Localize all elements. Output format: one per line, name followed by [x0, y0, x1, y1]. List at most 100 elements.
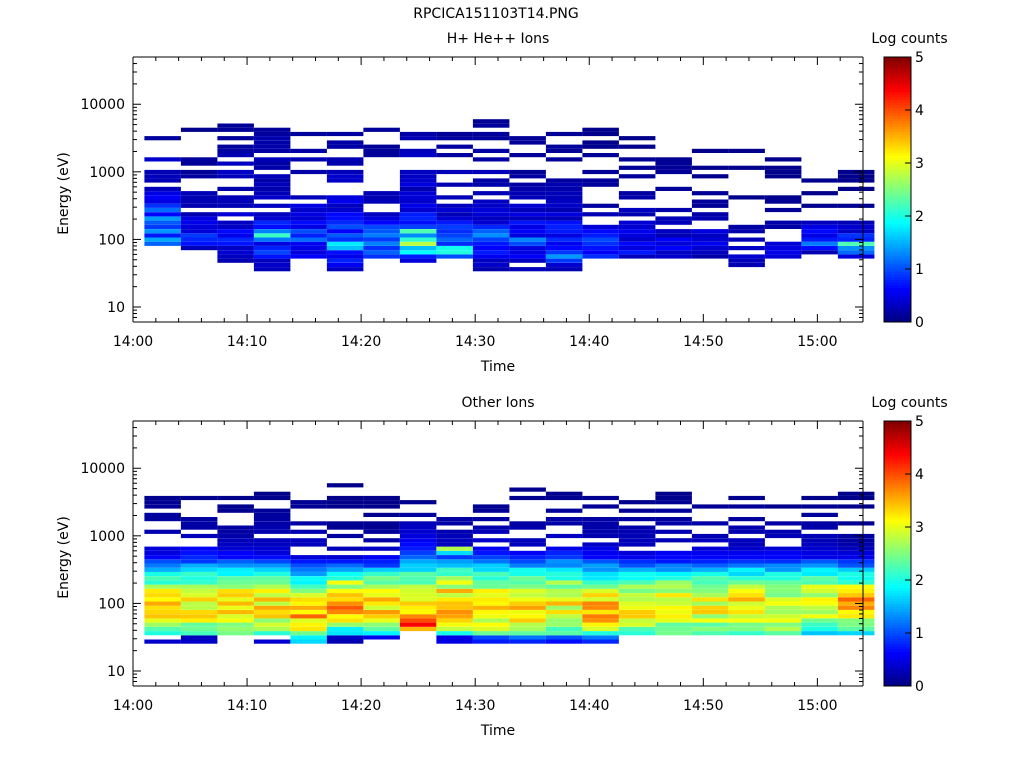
x-tick-label: 14:10 [227, 698, 267, 714]
heatmap-cell [728, 605, 765, 610]
heatmap-cell [728, 588, 765, 593]
heatmap-cell [509, 267, 546, 272]
heatmap-cell [691, 538, 729, 543]
heatmap-cell [290, 504, 327, 509]
heatmap-cell [326, 262, 364, 268]
heatmap-cell [837, 495, 875, 501]
heatmap-cell [472, 538, 510, 543]
heatmap-cell [618, 550, 656, 555]
heatmap-cell [801, 546, 838, 551]
heatmap-cell [436, 182, 473, 187]
heatmap-cell [801, 521, 838, 526]
heatmap-cell [582, 246, 619, 251]
x-tick-label: 14:10 [227, 334, 267, 350]
heatmap-cell [253, 597, 291, 602]
heatmap-cell [582, 542, 619, 547]
colorbar-swatch [884, 271, 911, 275]
colorbar-swatch [884, 421, 911, 425]
heatmap-cell [144, 588, 181, 593]
colorbar-swatch [884, 474, 911, 478]
colorbar-swatch [884, 168, 911, 172]
heatmap-cell [436, 567, 473, 572]
colorbar-swatch [884, 505, 911, 509]
heatmap-cell [655, 563, 692, 568]
colorbar-swatch [884, 253, 911, 257]
heatmap-cell [399, 237, 437, 242]
colorbar-swatch [884, 548, 911, 552]
heatmap-cell [801, 550, 838, 555]
heatmap-cell [399, 512, 437, 517]
heatmap-cell [472, 631, 510, 636]
heatmap-cell [326, 546, 364, 551]
heatmap-cell [837, 580, 875, 585]
heatmap-cell [764, 555, 802, 560]
heatmap-cell [399, 597, 437, 602]
heatmap-cell [290, 639, 327, 644]
heatmap-cell [326, 639, 364, 644]
heatmap-cell [472, 618, 510, 623]
heatmap-cell [509, 233, 546, 238]
colorbar-swatch [884, 147, 911, 151]
heatmap-cell [144, 597, 181, 602]
heatmap-cell [290, 542, 327, 547]
colorbar-swatch [884, 521, 911, 525]
heatmap-cell [326, 618, 364, 623]
heatmap-cell [399, 169, 437, 175]
colorbar-swatch [884, 513, 911, 517]
colorbar-swatch [884, 123, 911, 127]
heatmap-cell [144, 550, 181, 555]
heatmap-cell [472, 546, 510, 551]
heatmap-cell [545, 254, 583, 259]
colorbar-tick-label: 1 [915, 626, 924, 642]
y-axis-label: Energy (eV) [56, 152, 72, 235]
heatmap-cell [363, 512, 400, 517]
colorbar-swatch [884, 131, 911, 135]
heatmap-cell [326, 233, 364, 238]
heatmap-cell [363, 563, 400, 568]
heatmap-cell [472, 517, 510, 522]
heatmap-cell [217, 571, 254, 577]
colorbar-swatch [884, 279, 911, 283]
colorbar-swatch [884, 489, 911, 493]
heatmap-cell [509, 542, 546, 547]
heatmap-cell [691, 504, 729, 509]
heatmap-cell [399, 593, 437, 598]
heatmap-cell [509, 593, 546, 598]
heatmap-cell [582, 495, 619, 501]
heatmap-cell [253, 614, 291, 619]
heatmap-cell [217, 169, 254, 175]
heatmap-cell [801, 588, 838, 593]
heatmap-cell [290, 622, 327, 627]
heatmap-cell [363, 153, 400, 158]
heatmap-cell [545, 567, 583, 572]
heatmap-cell [217, 241, 254, 246]
heatmap-cell [618, 605, 656, 610]
heatmap-cell [326, 237, 364, 242]
heatmap-cell [509, 521, 546, 526]
heatmap-cell [509, 487, 546, 492]
heatmap-cell [582, 237, 619, 242]
heatmap-cell [764, 207, 802, 213]
heatmap-cell [180, 525, 218, 530]
heatmap-cell [509, 538, 546, 543]
heatmap-cell [655, 157, 692, 162]
x-tick-label: 14:40 [569, 698, 609, 714]
colorbar-swatch [884, 587, 911, 591]
colorbar-swatch [884, 611, 911, 615]
heatmap-cell [436, 224, 473, 229]
colorbar-swatch [884, 303, 911, 307]
heatmap-cell [436, 169, 473, 175]
heatmap-cell [472, 525, 510, 530]
heatmap-cell [253, 622, 291, 627]
heatmap-cell [217, 618, 254, 623]
heatmap-cell [655, 610, 692, 615]
y-tick-label: 1000 [89, 529, 125, 545]
heatmap-cell [655, 580, 692, 585]
heatmap-cell [290, 559, 327, 564]
heatmap-cell [180, 580, 218, 585]
heatmap-cell [144, 559, 181, 564]
colorbar-swatch [884, 458, 911, 462]
heatmap-cell [472, 216, 510, 221]
heatmap-cell [509, 639, 546, 644]
heatmap-cell [363, 576, 400, 581]
